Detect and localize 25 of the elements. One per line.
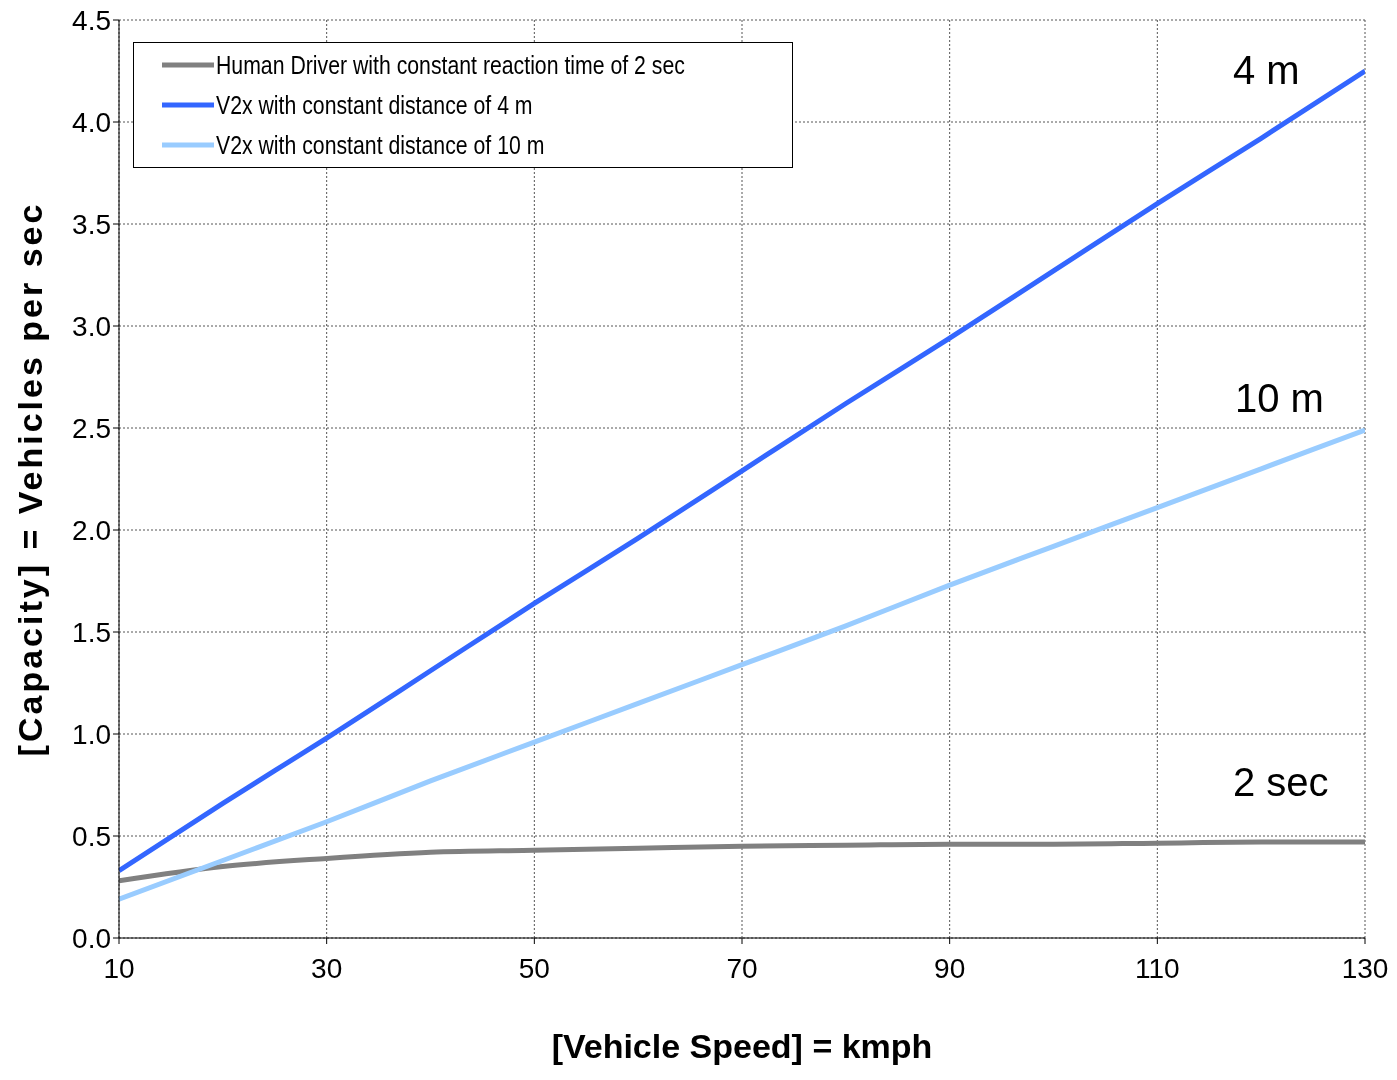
legend-label: Human Driver with constant reaction time of 2 sec xyxy=(216,50,685,80)
legend-label: V2x with constant distance of 10 m xyxy=(216,130,545,160)
x-tick-label: 30 xyxy=(311,952,343,984)
y-tick-label: 4.5 xyxy=(72,4,111,36)
x-axis-title: [Vehicle Speed] = kmph xyxy=(551,1027,933,1065)
x-tick-label: 110 xyxy=(1135,952,1180,984)
y-tick-label: 0.5 xyxy=(72,820,111,852)
annotation: 2 sec xyxy=(1233,760,1329,805)
y-tick-label: 1.5 xyxy=(72,616,111,648)
y-tick-label: 2.5 xyxy=(72,412,111,444)
y-tick-label: 0.0 xyxy=(72,922,111,954)
x-tick-label: 70 xyxy=(726,952,758,984)
y-tick-label: 2.0 xyxy=(72,514,111,546)
x-tick-label: 50 xyxy=(518,952,550,984)
annotation: 10 m xyxy=(1235,376,1324,421)
y-tick-label: 3.0 xyxy=(72,310,111,342)
x-tick-label: 10 xyxy=(103,952,135,984)
y-tick-label: 3.5 xyxy=(72,208,111,240)
x-tick-label: 90 xyxy=(934,952,966,984)
y-axis-title: [Capacity] = Vehicles per sec xyxy=(11,201,50,757)
y-tick-label: 4.0 xyxy=(72,106,111,138)
y-tick-label: 1.0 xyxy=(72,718,111,750)
legend-label: V2x with constant distance of 4 m xyxy=(216,90,533,120)
annotation: 4 m xyxy=(1233,48,1300,93)
x-tick-label: 130 xyxy=(1341,952,1389,984)
